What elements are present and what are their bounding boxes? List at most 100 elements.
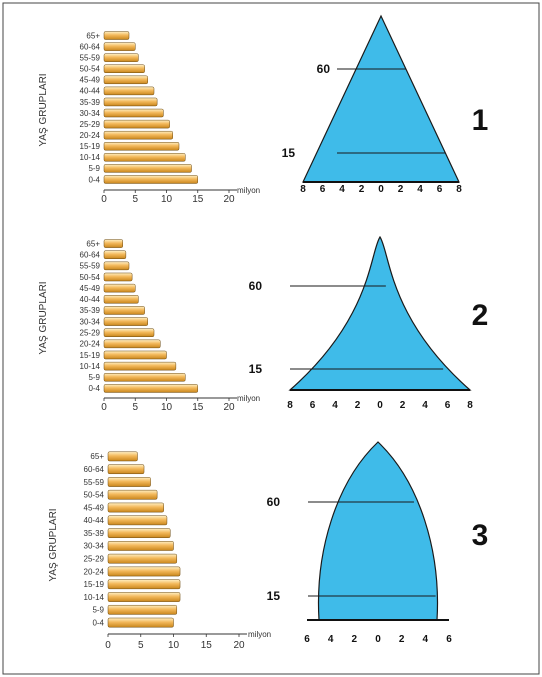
- pyramid-tick-label: 2: [400, 400, 406, 411]
- x-tick-label: 10: [161, 402, 173, 413]
- x-tick-label: 20: [233, 640, 245, 651]
- age-label-40-44: 40-44: [80, 295, 101, 304]
- pyramid-tick-label: 0: [375, 634, 381, 645]
- age-label-20-24: 20-24: [80, 340, 101, 349]
- panel-number: 2: [472, 299, 489, 332]
- bar-65+: [107, 451, 138, 462]
- age-label-30-34: 30-34: [84, 542, 105, 551]
- chart-panel-2: YAŞ GRUPLARI 0-4 5-9 10-14 15-19 20-24 25-29 30…: [38, 235, 489, 413]
- age-label-15-19: 15-19: [84, 580, 105, 589]
- pyramid-tick-label: 0: [378, 184, 384, 195]
- bar-10-14: [103, 361, 177, 371]
- bar-20-24: [103, 130, 173, 140]
- age-label-0-4: 0-4: [88, 384, 100, 393]
- age-mark-15: 15: [249, 362, 263, 376]
- bar-30-34: [103, 108, 164, 118]
- bar-45-49: [103, 283, 136, 293]
- age-label-10-14: 10-14: [84, 593, 105, 602]
- bar-40-44: [107, 515, 168, 526]
- panel-number: 3: [472, 519, 489, 552]
- age-mark-60: 60: [317, 62, 331, 76]
- age-label-60-64: 60-64: [84, 465, 105, 474]
- bar-45-49: [103, 75, 148, 85]
- bar-60-64: [103, 250, 127, 259]
- bar-50-54: [103, 64, 145, 73]
- age-label-35-39: 35-39: [80, 306, 101, 315]
- age-label-30-34: 30-34: [80, 109, 101, 118]
- pyramid-tick-label: 4: [332, 400, 338, 411]
- pyramid-tick-label: 4: [422, 400, 428, 411]
- bar-10-14: [107, 592, 181, 602]
- age-label-15-19: 15-19: [80, 142, 101, 151]
- age-label-60-64: 60-64: [80, 251, 101, 260]
- bar-0-4: [103, 384, 198, 393]
- bar-40-44: [103, 295, 139, 304]
- x-tick-label: 5: [132, 402, 138, 413]
- age-label-5-9: 5-9: [88, 373, 100, 382]
- chart-panel-1: YAŞ GRUPLARI 0-4 5-9 10-14 15-19 20-24 25-29 30…: [38, 14, 488, 205]
- age-mark-15: 15: [282, 146, 296, 160]
- pyramid-tick-label: 8: [287, 400, 293, 411]
- pyramid-tick-label: 6: [446, 634, 452, 645]
- x-tick-label: 15: [192, 402, 204, 413]
- age-label-65+: 65+: [90, 452, 104, 461]
- y-axis-title: YAŞ GRUPLARI: [48, 508, 59, 581]
- age-label-5-9: 5-9: [92, 606, 104, 615]
- y-axis-title: YAŞ GRUPLARI: [38, 73, 49, 146]
- x-tick-label: 20: [223, 402, 235, 413]
- pyramid-tick-label: 8: [300, 184, 306, 195]
- pyramid-tick-label: 2: [352, 634, 358, 645]
- x-tick-label: 0: [101, 402, 107, 413]
- age-label-55-59: 55-59: [80, 262, 101, 271]
- pyramid-tick-label: 4: [423, 634, 429, 645]
- bar-65+: [103, 31, 130, 40]
- bar-15-19: [107, 579, 181, 590]
- age-label-35-39: 35-39: [84, 529, 105, 538]
- bar-60-64: [107, 464, 145, 475]
- age-label-50-54: 50-54: [80, 65, 101, 74]
- unit-label: milyon: [237, 186, 260, 195]
- age-mark-60: 60: [267, 495, 281, 509]
- bar-15-19: [103, 350, 167, 360]
- pyramid-shape: [317, 441, 439, 621]
- age-label-20-24: 20-24: [84, 567, 105, 576]
- bar-30-34: [107, 541, 174, 551]
- bar-20-24: [107, 566, 181, 577]
- pyramid-tick-label: 6: [437, 184, 443, 195]
- age-label-45-49: 45-49: [80, 284, 101, 293]
- bar-55-59: [103, 261, 130, 271]
- x-tick-label: 20: [223, 194, 235, 205]
- age-label-0-4: 0-4: [88, 175, 100, 184]
- age-label-65+: 65+: [86, 239, 100, 248]
- bar-5-9: [103, 373, 186, 382]
- x-tick-label: 10: [161, 194, 173, 205]
- x-tick-label: 5: [138, 640, 144, 651]
- pyramid-tick-label: 6: [304, 634, 310, 645]
- x-tick-label: 5: [132, 194, 138, 205]
- age-label-30-34: 30-34: [80, 317, 101, 326]
- age-label-40-44: 40-44: [80, 87, 101, 96]
- age-mark-60: 60: [249, 279, 263, 293]
- bar-65+: [103, 239, 123, 248]
- age-label-45-49: 45-49: [84, 503, 105, 512]
- age-label-60-64: 60-64: [80, 42, 101, 51]
- bar-40-44: [103, 86, 155, 96]
- age-label-55-59: 55-59: [84, 478, 105, 487]
- age-label-40-44: 40-44: [84, 516, 105, 525]
- age-label-50-54: 50-54: [84, 491, 105, 500]
- x-tick-label: 15: [201, 640, 213, 651]
- bar-50-54: [103, 272, 133, 282]
- pyramid-tick-label: 2: [398, 184, 404, 195]
- x-tick-label: 10: [168, 640, 180, 651]
- bar-35-39: [103, 97, 158, 107]
- age-label-65+: 65+: [86, 31, 100, 40]
- bar-35-39: [107, 528, 171, 538]
- age-label-25-29: 25-29: [80, 120, 101, 129]
- pyramid-tick-label: 6: [320, 184, 326, 195]
- pyramid-tick-label: 8: [467, 400, 473, 411]
- pyramid-shape: [302, 14, 460, 183]
- age-label-25-29: 25-29: [84, 554, 105, 563]
